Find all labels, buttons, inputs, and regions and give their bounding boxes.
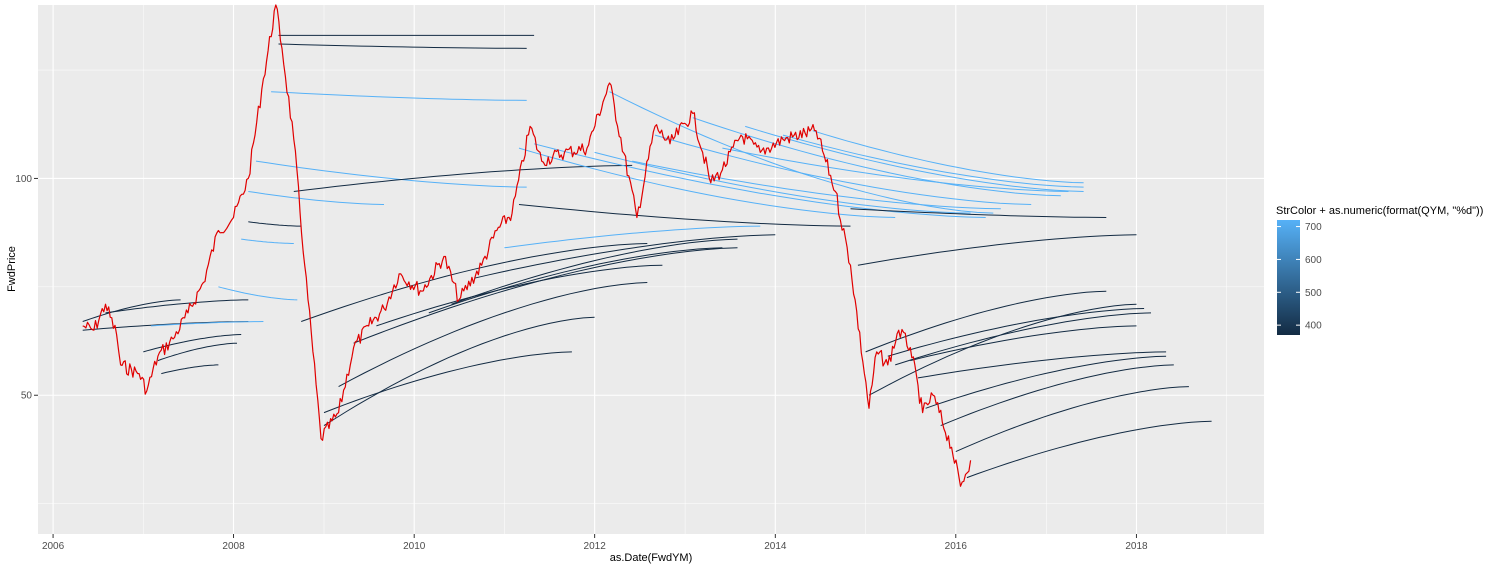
x-tick-label: 2018 <box>1125 541 1148 552</box>
legend-tick-label: 600 <box>1305 255 1322 266</box>
forward-curve-line <box>857 234 1137 266</box>
spot-price-line <box>82 4 972 487</box>
legend-tick-label: 400 <box>1305 321 1322 332</box>
forward-curve-line <box>812 130 1084 184</box>
legend-ticks: 400 500 600 700 <box>1277 222 1322 332</box>
forward-curve-line <box>428 247 723 314</box>
forward-curve-line <box>940 364 1174 427</box>
forward-curve-line <box>278 43 527 49</box>
forward-curve-line <box>241 238 294 244</box>
forward-curve-line <box>966 420 1212 479</box>
forward-curve-line <box>850 208 1107 218</box>
forward-curve-line <box>105 299 249 314</box>
forward-curve-line <box>323 316 595 427</box>
forward-curve-line <box>338 282 648 388</box>
x-axis: 2006 2008 2010 2012 2014 2016 2018 <box>42 534 1148 552</box>
legend-colorbar <box>1277 220 1300 335</box>
y-tick-label: 50 <box>21 391 33 402</box>
x-tick-label: 2010 <box>403 541 426 552</box>
forward-curve-line <box>248 221 302 227</box>
forward-curve-line <box>632 160 1001 210</box>
forward-curves <box>82 34 1212 479</box>
forward-curve-line <box>150 321 264 327</box>
forward-curve-line <box>533 143 986 218</box>
grid <box>38 5 1264 534</box>
forward-curve-line <box>157 342 238 362</box>
y-tick-label: 100 <box>15 174 32 185</box>
forward-curve-line <box>895 312 1152 366</box>
forward-curve-line <box>654 134 1032 205</box>
forward-curve-line <box>323 351 572 414</box>
forward-curve-line <box>271 91 527 101</box>
legend-title: StrColor + as.numeric(format(QYM, "%d")) <box>1276 205 1483 217</box>
forward-curve-line <box>504 225 761 249</box>
forward-curve-line <box>376 264 663 327</box>
forward-curve-line <box>518 147 896 218</box>
forward-curve-line <box>451 238 738 305</box>
forward-curve-line <box>218 286 298 301</box>
x-tick-label: 2016 <box>945 541 968 552</box>
forward-curve-line <box>161 364 219 375</box>
legend: StrColor + as.numeric(format(QYM, "%d"))… <box>1276 205 1483 335</box>
x-tick-label: 2012 <box>584 541 607 552</box>
forward-curve-line <box>143 334 242 353</box>
y-axis: 50 100 <box>15 174 38 402</box>
forward-curve-line <box>925 355 1167 409</box>
forward-curve-line <box>782 134 1084 188</box>
forward-curve-line <box>474 234 776 279</box>
x-tick-label: 2008 <box>222 541 245 552</box>
forward-curve-line <box>692 117 1061 197</box>
forward-curve-line <box>917 351 1167 379</box>
legend-tick-label: 500 <box>1305 288 1322 299</box>
forward-curve-line <box>594 151 971 214</box>
y-axis-title: FwdPrice <box>6 246 18 292</box>
x-axis-title: as.Date(FwdYM) <box>610 552 693 564</box>
plot-panel <box>38 5 1264 534</box>
forward-curve-line <box>722 147 1069 192</box>
forward-curve-line <box>518 204 851 227</box>
forward-curve-line <box>301 243 648 322</box>
forward-curve-line <box>293 164 633 192</box>
forward-curve-line <box>82 299 181 322</box>
forward-curve-line <box>887 308 1145 357</box>
forward-curve-line <box>255 160 527 188</box>
legend-tick-label: 700 <box>1305 222 1322 233</box>
forward-curve-line <box>745 125 1084 192</box>
forward-curve-line <box>910 325 1137 362</box>
forward-curve-line <box>248 191 385 205</box>
x-tick-label: 2014 <box>764 541 787 552</box>
forward-curve-line <box>955 386 1189 453</box>
spot-price-series <box>82 4 972 487</box>
x-tick-label: 2006 <box>42 541 65 552</box>
